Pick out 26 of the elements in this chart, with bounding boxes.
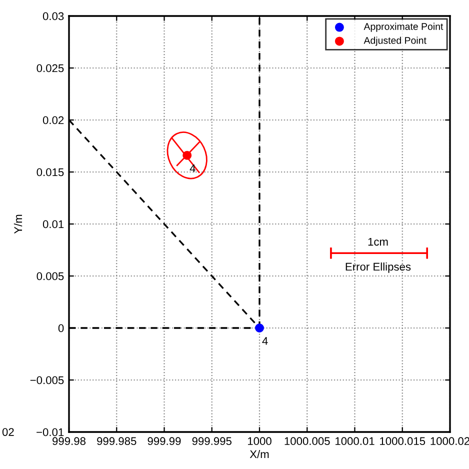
y-tick-label: 0 <box>58 324 64 332</box>
annotation: 4 <box>190 164 196 172</box>
annotation: Error Ellipses <box>346 262 411 273</box>
y-tick-label: 0.005 <box>36 272 64 280</box>
y-tick-label: 0.01 <box>42 220 64 228</box>
annotation: 4 <box>262 337 268 345</box>
x-tick-label: 999.985 <box>97 437 136 446</box>
legend-label: Approximate Point <box>364 22 444 32</box>
y-axis-title: Y/m <box>14 214 22 234</box>
x-tick-label: 999.99 <box>148 437 181 446</box>
text: 02 <box>2 428 14 436</box>
y-tick-label: 0.02 <box>42 116 64 124</box>
legend-label: Adjusted Point <box>364 36 426 46</box>
y-tick-label: 0.025 <box>36 64 64 72</box>
x-tick-label: 999.98 <box>52 437 86 446</box>
y-tick-label: −0.005 <box>30 376 64 384</box>
y-tick-label: 0.03 <box>42 12 64 20</box>
x-tick-label: 1000.005 <box>284 437 330 446</box>
x-axis-title: X/m <box>250 450 269 458</box>
x-tick-label: 1000.01 <box>336 437 374 446</box>
x-tick-label: 1000 <box>248 437 272 446</box>
annotation: 1cm <box>368 238 388 246</box>
y-tick-label: −0.01 <box>36 428 64 436</box>
y-tick-label: 0.015 <box>36 168 64 176</box>
x-tick-label: 1000.015 <box>380 437 426 446</box>
x-tick-label: 999.995 <box>192 437 232 446</box>
